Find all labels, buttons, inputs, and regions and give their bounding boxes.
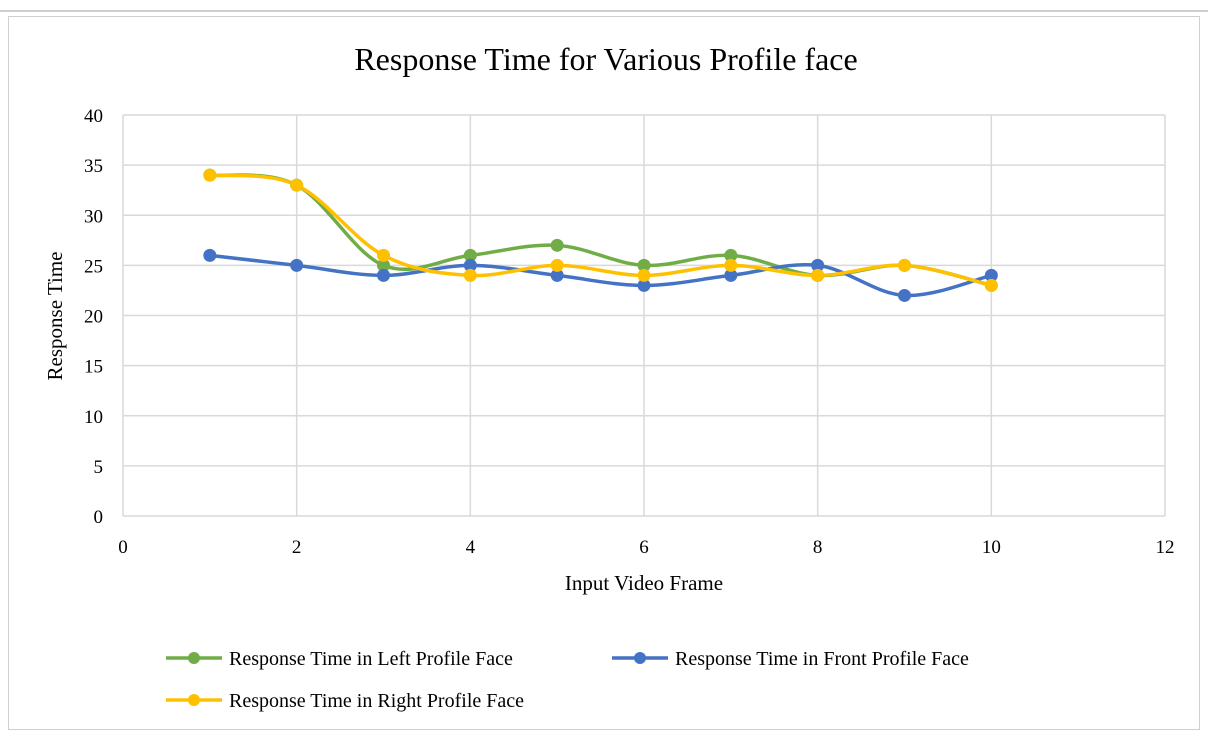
data-point [290,258,304,272]
y-tick-label: 35 [84,156,103,177]
data-point [463,258,477,272]
y-tick-label: 5 [94,457,104,478]
data-point [463,268,477,282]
legend-marker [188,652,200,664]
data-point [724,268,738,282]
y-tick-label: 0 [94,507,104,528]
data-point [811,258,825,272]
legend: Response Time in Left Profile Face Respon… [166,648,969,712]
chart-title: Response Time for Various Profile face [354,41,857,77]
data-point [984,278,998,292]
data-point [637,278,651,292]
data-point [811,268,825,282]
data-point [203,248,217,262]
legend-label: Response Time in Left Profile Face [229,648,513,670]
y-tick-label: 40 [84,106,103,127]
data-point [724,258,738,272]
data-point [550,268,564,282]
series-lines [209,173,992,298]
series-line-2 [209,173,992,288]
data-point [463,248,477,262]
x-tick-label: 0 [118,537,128,558]
top-border [0,10,1208,12]
x-axis-label: Input Video Frame [565,571,723,595]
data-point [550,238,564,252]
gridlines [122,114,1166,517]
data-point [377,258,390,272]
data-point [377,268,390,282]
y-tick-label: 10 [84,407,103,428]
legend-item: Response Time in Right Profile Face [166,690,524,712]
x-tick-labels: 0 2 4 6 8 10 12 [118,537,1174,558]
y-tick-label: 30 [84,206,103,227]
legend-marker [634,652,646,664]
legend-item: Response Time in Front Profile Face [612,648,969,670]
y-tick-label: 20 [84,307,103,328]
x-tick-label: 10 [982,537,1001,558]
data-point [724,248,738,262]
x-tick-label: 4 [466,537,476,558]
y-tick-label: 25 [84,256,103,277]
series-points [203,168,998,302]
x-tick-label: 2 [292,537,302,558]
data-point [203,168,217,182]
legend-label: Response Time in Right Profile Face [229,690,524,712]
legend-item: Response Time in Left Profile Face [166,648,513,670]
series-line-1 [209,253,992,298]
y-tick-label: 15 [84,357,103,378]
data-point [898,258,911,272]
chart-frame [8,16,1200,730]
legend-marker [188,694,200,706]
data-point [637,258,651,272]
x-tick-label: 12 [1156,537,1175,558]
legend-label: Response Time in Front Profile Face [675,648,969,670]
data-point [637,268,651,282]
data-point [898,288,911,302]
y-tick-labels: 0 5 10 15 20 25 30 35 40 [84,106,103,528]
data-point [377,248,390,262]
data-point [984,268,998,282]
data-point [290,178,304,192]
data-point [550,258,564,272]
x-tick-label: 6 [639,537,649,558]
y-axis-label: Response Time [43,252,67,381]
x-tick-label: 8 [813,537,823,558]
